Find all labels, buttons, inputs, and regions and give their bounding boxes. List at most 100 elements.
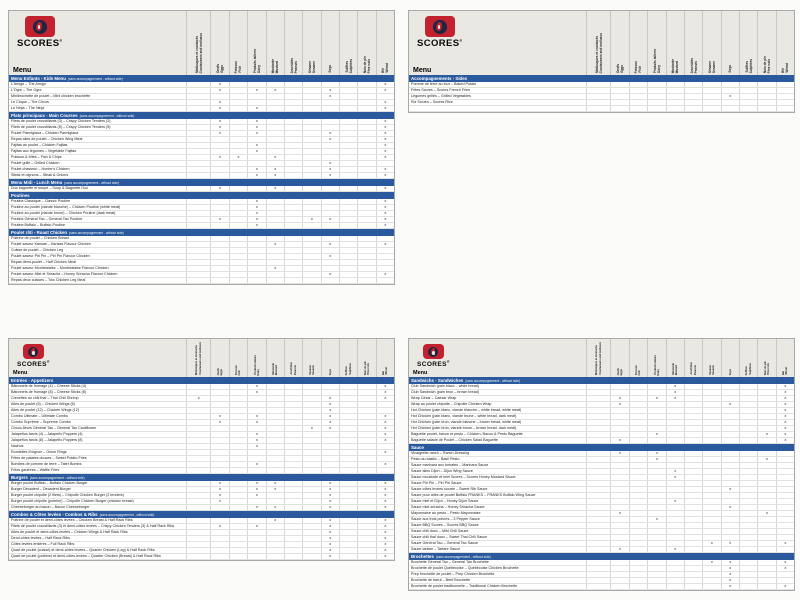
- allergen-cell: [302, 505, 320, 510]
- allergen-mark: x: [775, 438, 794, 443]
- allergen-cell: [357, 100, 375, 105]
- scores-logo: SCORES®: [417, 344, 450, 368]
- allergen-mark: x: [320, 396, 339, 401]
- allergen-cell: [283, 456, 302, 461]
- allergen-cell: [586, 547, 610, 552]
- allergen-cell: [357, 161, 375, 166]
- allergen-cell: [375, 278, 394, 283]
- allergen-cell: [283, 414, 302, 419]
- allergen-cell: [665, 517, 684, 522]
- allergen-cell: [720, 529, 739, 534]
- allergen-cell: [628, 475, 647, 480]
- allergen-cell: [357, 94, 375, 99]
- allergen-cell: [647, 82, 665, 87]
- menu-item-row: Bâtonnets de fromage (4) – Cheese Sticks…: [9, 384, 394, 390]
- allergen-cell: [357, 468, 375, 473]
- allergen-header-row: Mollusques et crustacés Crustaceans and m…: [586, 339, 794, 377]
- allergen-cell: [702, 82, 720, 87]
- allergen-cell: [228, 396, 247, 401]
- allergen-cell: [586, 94, 610, 99]
- allergen-cell: [186, 402, 210, 407]
- allergen-cell: [320, 438, 339, 443]
- allergen-cell: [375, 94, 394, 99]
- menu-item-label: Bâtonnets de fromage (8) – Cheese Sticks…: [11, 390, 87, 394]
- allergen-cell: [338, 254, 357, 259]
- allergen-cell: [338, 493, 357, 498]
- allergen-cell: [357, 260, 375, 265]
- allergen-cell: [338, 106, 357, 111]
- allergen-cell: [283, 131, 302, 136]
- allergen-cell: [186, 236, 210, 241]
- allergen-mark: x: [247, 143, 265, 148]
- allergen-cell: [283, 149, 302, 154]
- allergen-cell: [320, 100, 339, 105]
- allergen-cell: [186, 217, 210, 222]
- allergen-cell: [610, 457, 628, 462]
- allergen-mark: x: [320, 505, 339, 510]
- allergen-cell: [628, 82, 647, 87]
- scores-logo: SCORES®: [17, 16, 63, 49]
- allergen-cell: [775, 517, 794, 522]
- allergen-cell: [338, 186, 357, 191]
- allergen-cell: [647, 547, 665, 552]
- allergen-cell: [186, 199, 210, 204]
- allergen-cell: [610, 517, 628, 522]
- allergen-name-en: Mustard: [275, 364, 279, 375]
- allergen-cell: [775, 547, 794, 552]
- allergen-cell: [683, 384, 702, 389]
- allergen-cell: [247, 499, 265, 504]
- allergen-cell: [757, 402, 775, 407]
- section-title: Poulet rôti - Roast Chicken: [11, 230, 68, 235]
- allergen-cell: [375, 266, 394, 271]
- allergen-cell: [210, 438, 228, 443]
- allergen-cell: [702, 396, 720, 401]
- menu-item-label: Poutine Général Tao – General Tao Poutin…: [11, 217, 83, 221]
- allergen-cell: [683, 523, 702, 528]
- allergen-cell: [228, 173, 247, 178]
- allergen-mark: x: [775, 384, 794, 389]
- allergen-cell: [610, 584, 628, 589]
- menu-item-row: Poisson & frites – Fish & Chips x x x x: [9, 155, 394, 161]
- allergen-cell: [247, 554, 265, 559]
- allergen-cell: [302, 211, 320, 216]
- menu-item-label: Bombes de pomme de terre – Tater Bombs: [11, 462, 82, 466]
- allergen-mark: x: [375, 106, 394, 111]
- allergen-column-header: Sésame Sesame: [702, 339, 720, 377]
- allergen-cell: [247, 82, 265, 87]
- allergen-cell: [283, 236, 302, 241]
- allergen-cell: [320, 82, 339, 87]
- allergen-cell: [186, 420, 210, 425]
- allergen-cell: [683, 499, 702, 504]
- allergen-cell: [775, 499, 794, 504]
- allergen-mark: x: [720, 560, 739, 565]
- allergen-mark: x: [247, 106, 265, 111]
- menu-item-row: Sauce chili doux – Mild Chili Sauce: [409, 529, 794, 535]
- allergen-cell: [247, 456, 265, 461]
- allergen-mark: x: [757, 432, 775, 437]
- allergen-cell: [738, 541, 757, 546]
- menu-item-label: Sauce miel-sriracha – Honey Sriracha Sau…: [411, 505, 485, 509]
- allergen-cell: [775, 493, 794, 498]
- allergen-column-header: Sulfites Sulphites: [338, 11, 357, 75]
- allergen-cell: [610, 94, 628, 99]
- allergen-cell: [357, 462, 375, 467]
- menu-item-row: Poutine Buffalo – Buffalo Poutine x x: [9, 223, 394, 229]
- allergen-cell: [628, 560, 647, 565]
- allergen-cell: [586, 432, 610, 437]
- allergen-cell: [757, 94, 775, 99]
- allergen-mark: x: [775, 432, 794, 437]
- allergen-cell: [665, 541, 684, 546]
- allergen-cell: [320, 106, 339, 111]
- allergen-mark: x: [247, 205, 265, 210]
- menu-item-row: Poutine Classique – Classic Poutine x x: [9, 199, 394, 205]
- allergen-cell: [628, 493, 647, 498]
- allergen-name-en: Mustard: [275, 60, 280, 73]
- allergen-name-en: Fish: [238, 369, 242, 375]
- allergen-column-header: Arachides Peanuts: [283, 11, 302, 75]
- allergen-mark: x: [247, 432, 265, 437]
- allergen-column-header: Produits laitiers Dairy: [247, 339, 265, 377]
- allergen-cell: [338, 211, 357, 216]
- allergen-cell: [338, 542, 357, 547]
- allergen-column-header: Produits laitiers Dairy: [647, 11, 665, 75]
- allergen-cell: [302, 414, 320, 419]
